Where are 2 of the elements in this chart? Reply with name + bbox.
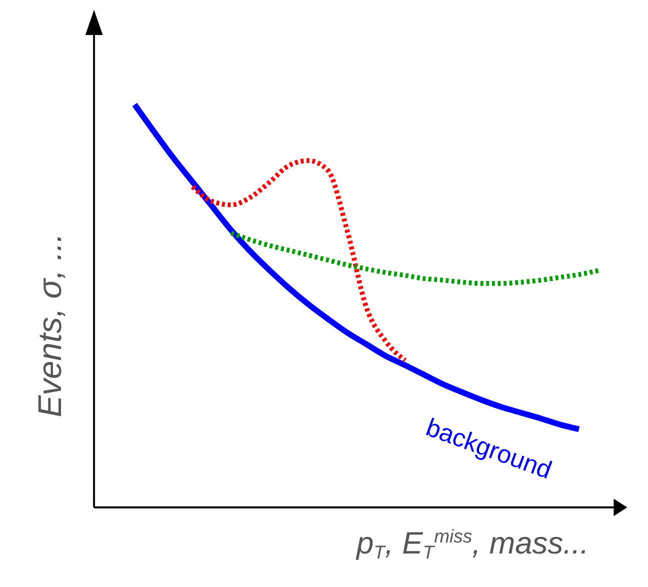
y-axis-title: Events, σ, ... bbox=[31, 233, 68, 418]
x-axis-title: p$_{T}$, E$_{T}$$^{miss}$, mass... bbox=[355, 525, 589, 562]
